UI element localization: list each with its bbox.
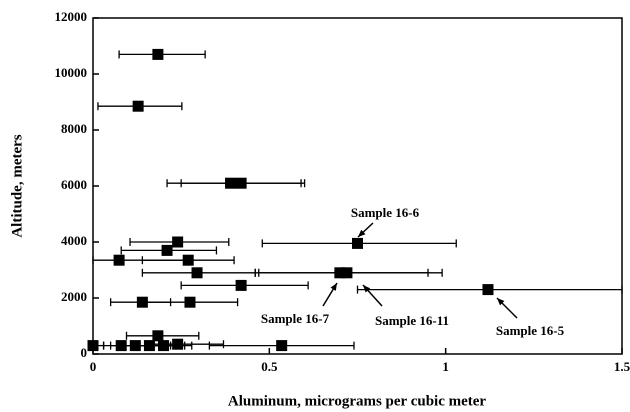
point [132,100,144,112]
y-axis-title: Altitude, meters [9,134,25,237]
x-tick-label: 0.5 [261,359,278,374]
arrow-head [358,229,366,237]
point [129,340,141,352]
y-tick-label: 8000 [61,121,87,136]
point [341,267,353,279]
y-tick-label: 4000 [61,233,87,248]
x-tick-label: 1.5 [614,359,630,374]
annotation: Sample 16-7 [261,311,330,326]
x-tick-label: 1 [442,359,449,374]
point [334,267,346,279]
point [172,236,184,248]
annotation: Sample 16-6 [351,205,420,220]
point [276,340,288,352]
y-tick-label: 6000 [61,177,87,192]
arrow-head [330,283,337,291]
arrow-head [363,285,371,293]
y-tick-label: 12000 [55,9,88,24]
point [352,237,363,249]
y-tick-label: 2000 [61,289,87,304]
point [136,296,148,308]
point [225,177,237,189]
y-tick-label: 10000 [55,65,88,80]
point [143,340,155,352]
plot-frame [92,17,623,355]
point [172,338,184,350]
point [182,254,194,266]
annotation: Sample 16-11 [375,313,449,328]
point [235,279,247,291]
point [184,296,196,308]
point [482,284,494,296]
arrow-head [497,298,505,306]
point [115,340,127,352]
point [152,330,164,342]
point [158,340,170,352]
y-tick-label: 0 [81,345,88,360]
point [87,340,99,352]
annotation: Sample 16-5 [496,323,565,338]
point [113,254,125,266]
point [235,177,247,189]
x-tick-label: 0 [90,359,97,374]
x-axis-title: Aluminum, micrograms per cubic meter [228,393,486,409]
point [152,48,164,60]
point [161,244,173,256]
point [191,267,203,279]
